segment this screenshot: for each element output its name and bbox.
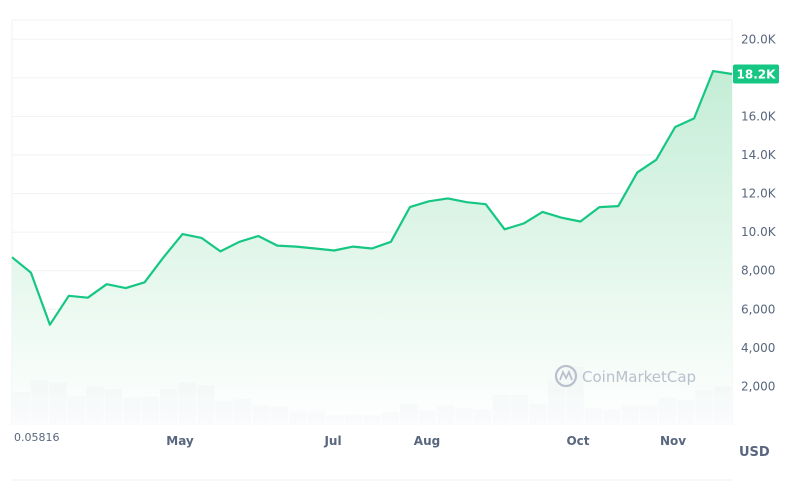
y-tick-label: 16.0K — [741, 109, 777, 123]
y-tick-label: 6,000 — [741, 302, 775, 316]
y-tick-label: 20.0K — [741, 32, 777, 46]
x-tick-label: Jul — [323, 434, 341, 448]
price-area — [12, 71, 732, 425]
current-price-badge: 18.2K — [733, 64, 779, 84]
y-tick-label: 2,000 — [741, 379, 775, 393]
coinmarketcap-watermark: CoinMarketCap — [554, 364, 696, 388]
y-tick-label: 8,000 — [741, 264, 775, 278]
price-area-fill — [12, 71, 732, 425]
start-value-label: 0.05816 — [14, 431, 60, 444]
x-tick-label: Oct — [566, 434, 589, 448]
watermark-label: CoinMarketCap — [582, 368, 696, 386]
x-axis: May Jul Aug Oct Nov — [166, 434, 686, 448]
x-tick-label: Nov — [660, 434, 686, 448]
y-tick-label: 12.0K — [741, 187, 777, 201]
coinmarketcap-logo-icon — [554, 364, 578, 388]
x-tick-label: May — [166, 434, 194, 448]
current-price-label: 18.2K — [737, 68, 777, 82]
y-axis: 2,000 4,000 6,000 8,000 10.0K 12.0K 14.0K 16.0K… — [741, 32, 777, 393]
y-tick-label: 14.0K — [741, 148, 777, 162]
y-tick-label: 10.0K — [741, 225, 777, 239]
price-line — [11, 70, 733, 326]
y-tick-label: 4,000 — [741, 341, 775, 355]
x-tick-label: Aug — [414, 434, 440, 448]
price-line-group — [11, 70, 733, 326]
currency-unit-label: USD — [739, 445, 770, 460]
